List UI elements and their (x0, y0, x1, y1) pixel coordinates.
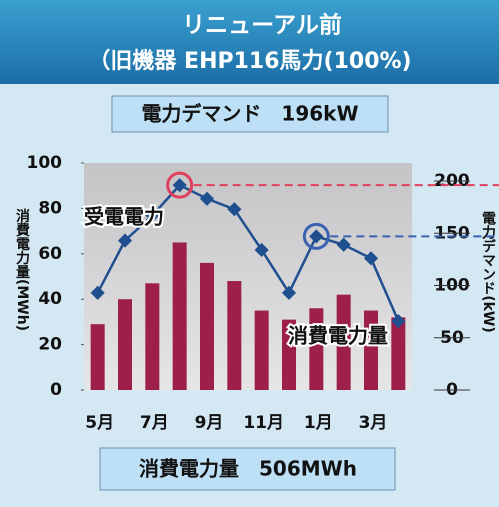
highlight-circle (166, 171, 194, 199)
y-tick-label: 20 (38, 335, 62, 355)
bar (254, 310, 269, 390)
y-tick-label: 40 (38, 289, 62, 309)
highlight-circle (302, 222, 330, 250)
bar (90, 324, 105, 390)
y-tick-label: 80 (38, 198, 62, 218)
bar (200, 262, 214, 390)
line-marker (336, 237, 351, 252)
plot-area (84, 163, 412, 390)
demand-text: 電力デマンド 196kW (141, 102, 358, 126)
line-marker (199, 191, 215, 206)
header-subtitle: （旧機器 EHP116馬力(100%) (88, 49, 411, 74)
x-tick-label: 5月 (85, 413, 114, 433)
bar (309, 308, 324, 390)
bar (118, 299, 132, 390)
y-tick-label: 60 (38, 244, 62, 264)
line-marker (309, 229, 324, 244)
x-tick-label: 9月 (195, 413, 224, 433)
x-tick-label: 1月 (304, 413, 333, 433)
series-annotation: 受電電力 (84, 205, 164, 229)
y-tick-label: 100 (27, 153, 63, 173)
line-marker (227, 202, 242, 217)
header-band (0, 0, 499, 84)
x-tick-label: 3月 (359, 413, 388, 433)
demand-box (111, 95, 389, 133)
line-marker (363, 251, 379, 266)
bar (391, 317, 406, 390)
bar (172, 242, 187, 390)
y-tick-label: 0 (50, 380, 62, 400)
y2-axis-label: 電力デマンド(kW) (480, 211, 496, 333)
x-tick-label: 11月 (243, 413, 284, 433)
line-marker (172, 178, 187, 193)
bar (282, 319, 296, 390)
bar (227, 281, 242, 390)
total-text: 消費電力量 506MWh (139, 457, 357, 481)
total-box (99, 447, 396, 491)
line-marker (281, 285, 297, 300)
x-tick-label: 7月 (140, 413, 169, 433)
header-title: リニューアル前 (182, 12, 342, 39)
line-marker (145, 208, 160, 223)
series-annotation: 消費電力量 (288, 324, 388, 348)
bar (364, 310, 378, 390)
line-marker (254, 242, 269, 258)
bar (145, 283, 160, 390)
line-marker (90, 285, 105, 300)
bar (336, 294, 351, 390)
line-marker (391, 313, 406, 329)
y-axis-label: 消費電力量(MWh) (14, 208, 30, 331)
